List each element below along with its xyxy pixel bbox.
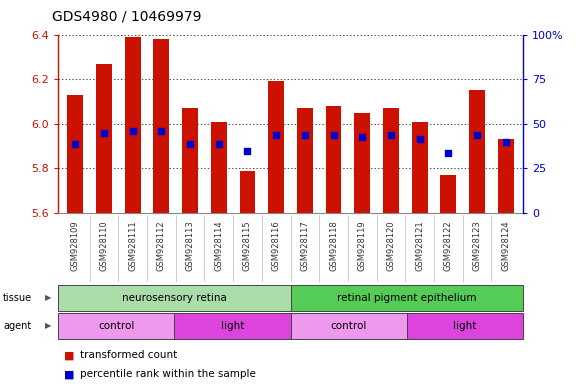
- Bar: [354, 113, 370, 213]
- Point: [99, 130, 109, 136]
- Text: GSM928115: GSM928115: [243, 220, 252, 271]
- Bar: [297, 108, 313, 213]
- Bar: [498, 139, 514, 213]
- Point: [329, 132, 338, 138]
- Point: [128, 127, 137, 134]
- Text: control: control: [331, 321, 367, 331]
- Bar: [325, 106, 342, 213]
- Text: GSM928112: GSM928112: [157, 220, 166, 271]
- Text: GSM928119: GSM928119: [358, 220, 367, 271]
- Point: [357, 134, 367, 140]
- Text: GSM928120: GSM928120: [386, 220, 396, 271]
- Bar: [412, 122, 428, 213]
- Bar: [268, 81, 284, 213]
- Point: [271, 132, 281, 138]
- Point: [472, 132, 482, 138]
- Text: ▶: ▶: [45, 321, 51, 330]
- Bar: [182, 108, 198, 213]
- Text: agent: agent: [3, 321, 31, 331]
- Text: GSM928111: GSM928111: [128, 220, 137, 271]
- Text: ■: ■: [64, 350, 74, 360]
- Text: control: control: [98, 321, 134, 331]
- Text: light: light: [221, 321, 244, 331]
- Text: GSM928117: GSM928117: [300, 220, 309, 271]
- Text: ■: ■: [64, 369, 74, 379]
- Point: [415, 136, 424, 142]
- Point: [71, 141, 80, 147]
- Bar: [96, 64, 112, 213]
- Bar: [67, 95, 83, 213]
- Point: [243, 147, 252, 154]
- Text: transformed count: transformed count: [80, 350, 177, 360]
- Text: GSM928109: GSM928109: [71, 220, 80, 271]
- Text: GSM928118: GSM928118: [329, 220, 338, 271]
- Text: percentile rank within the sample: percentile rank within the sample: [80, 369, 256, 379]
- Text: neurosensory retina: neurosensory retina: [122, 293, 227, 303]
- Point: [501, 139, 510, 145]
- Text: GSM928114: GSM928114: [214, 220, 223, 271]
- Bar: [174, 313, 290, 339]
- Text: GSM928110: GSM928110: [99, 220, 109, 271]
- Point: [214, 141, 224, 147]
- Point: [386, 132, 396, 138]
- Bar: [239, 171, 256, 213]
- Text: GSM928113: GSM928113: [185, 220, 195, 271]
- Bar: [440, 175, 456, 213]
- Text: GSM928122: GSM928122: [444, 220, 453, 271]
- Point: [157, 127, 166, 134]
- Text: ▶: ▶: [45, 293, 51, 303]
- Point: [444, 150, 453, 156]
- Text: retinal pigment epithelium: retinal pigment epithelium: [337, 293, 476, 303]
- Bar: [153, 39, 169, 213]
- Text: light: light: [453, 321, 476, 331]
- Bar: [407, 313, 523, 339]
- Text: GSM928121: GSM928121: [415, 220, 424, 271]
- Bar: [58, 285, 290, 311]
- Point: [185, 141, 195, 147]
- Bar: [469, 90, 485, 213]
- Text: GSM928123: GSM928123: [472, 220, 482, 271]
- Bar: [383, 108, 399, 213]
- Bar: [211, 122, 227, 213]
- Bar: [290, 285, 523, 311]
- Point: [300, 132, 310, 138]
- Bar: [290, 313, 407, 339]
- Text: GSM928116: GSM928116: [272, 220, 281, 271]
- Bar: [58, 313, 174, 339]
- Text: tissue: tissue: [3, 293, 32, 303]
- Bar: [125, 37, 141, 213]
- Text: GSM928124: GSM928124: [501, 220, 510, 271]
- Text: GDS4980 / 10469979: GDS4980 / 10469979: [52, 10, 202, 23]
